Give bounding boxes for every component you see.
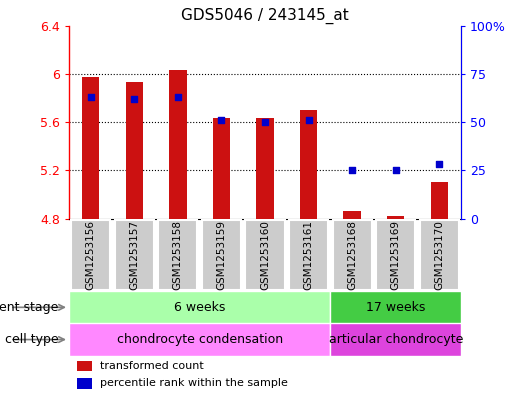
Bar: [77, 378, 92, 389]
Text: articular chondrocyte: articular chondrocyte: [329, 333, 463, 346]
Bar: [71, 220, 110, 290]
Text: development stage: development stage: [0, 301, 58, 314]
Text: GSM1253156: GSM1253156: [86, 220, 96, 290]
Bar: [257, 118, 273, 219]
Text: GSM1253160: GSM1253160: [260, 220, 270, 290]
Bar: [69, 291, 330, 323]
Bar: [202, 220, 241, 290]
Text: GSM1253158: GSM1253158: [173, 220, 183, 290]
Bar: [158, 220, 198, 290]
Bar: [330, 323, 461, 356]
Point: [435, 162, 444, 168]
Text: GSM1253169: GSM1253169: [391, 220, 401, 290]
Bar: [126, 82, 143, 219]
Text: GSM1253159: GSM1253159: [216, 220, 226, 290]
Text: chondrocyte condensation: chondrocyte condensation: [117, 333, 282, 346]
Bar: [430, 182, 448, 219]
Point: [348, 167, 356, 173]
Bar: [169, 70, 187, 219]
Text: GSM1253161: GSM1253161: [304, 220, 314, 290]
Text: GSM1253170: GSM1253170: [434, 220, 444, 290]
Text: transformed count: transformed count: [100, 361, 204, 371]
Text: GSM1253157: GSM1253157: [129, 220, 139, 290]
Point: [174, 94, 182, 100]
Bar: [114, 220, 154, 290]
Text: 17 weeks: 17 weeks: [366, 301, 426, 314]
Bar: [77, 361, 92, 371]
Point: [217, 117, 226, 123]
Bar: [300, 110, 317, 219]
Text: cell type: cell type: [5, 333, 58, 346]
Title: GDS5046 / 243145_at: GDS5046 / 243145_at: [181, 8, 349, 24]
Bar: [330, 291, 461, 323]
Bar: [387, 216, 404, 219]
Bar: [69, 323, 330, 356]
Bar: [343, 211, 361, 219]
Bar: [289, 220, 328, 290]
Bar: [332, 220, 372, 290]
Bar: [376, 220, 416, 290]
Point: [304, 117, 313, 123]
Text: GSM1253168: GSM1253168: [347, 220, 357, 290]
Text: 6 weeks: 6 weeks: [174, 301, 225, 314]
Text: percentile rank within the sample: percentile rank within the sample: [100, 378, 288, 388]
Point: [261, 119, 269, 125]
Bar: [213, 118, 230, 219]
Bar: [420, 220, 459, 290]
Point: [392, 167, 400, 173]
Point: [86, 94, 95, 100]
Bar: [245, 220, 285, 290]
Point: [130, 96, 138, 102]
Bar: [82, 77, 100, 219]
